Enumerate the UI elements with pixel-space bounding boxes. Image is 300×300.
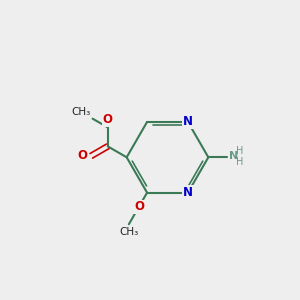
Text: N: N bbox=[183, 186, 193, 199]
Text: O: O bbox=[134, 200, 144, 213]
Text: O: O bbox=[78, 149, 88, 162]
Text: CH₃: CH₃ bbox=[72, 107, 91, 117]
Text: H: H bbox=[236, 146, 243, 157]
Text: O: O bbox=[103, 113, 113, 126]
Text: N: N bbox=[183, 116, 193, 128]
Text: H: H bbox=[236, 157, 243, 167]
Text: N: N bbox=[229, 151, 239, 161]
Text: CH₃: CH₃ bbox=[119, 226, 139, 237]
